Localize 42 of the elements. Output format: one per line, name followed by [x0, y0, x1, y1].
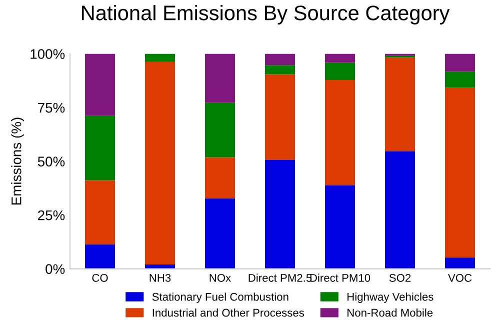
bar — [85, 244, 115, 269]
bar — [385, 57, 415, 152]
x-tick-label: VOC — [448, 274, 472, 282]
bar — [205, 198, 235, 269]
x-tick-label: CO — [92, 274, 108, 282]
bar — [205, 102, 235, 158]
bar — [385, 151, 415, 269]
x-tick-label: NH3 — [150, 274, 171, 282]
bar — [445, 71, 475, 88]
bar — [445, 54, 475, 72]
y-tick-label: 75% — [38, 102, 65, 113]
legend-label: Stationary Fuel Combustion — [152, 292, 288, 303]
bar — [85, 116, 115, 180]
bar — [145, 54, 175, 62]
y-tick-label: 0% — [46, 264, 65, 274]
bar — [445, 88, 475, 258]
chart-title: National Emissions By Source Category — [82, 5, 450, 24]
bar — [445, 257, 475, 269]
legend-label: Non-Road Mobile — [348, 308, 433, 317]
legend-label: Highway Vehicles — [348, 292, 434, 303]
bar — [265, 65, 295, 74]
x-tick-label: Direct PM10 — [310, 274, 370, 282]
x-tick-label: SO2 — [389, 274, 411, 282]
y-axis-title: Emissions (%) — [11, 118, 24, 205]
x-tick-label: Direct PM2.5 — [248, 274, 312, 282]
legend-label: Industrial and Other Processes — [152, 308, 304, 317]
y-tick-label: 100% — [30, 49, 65, 59]
x-tick-label: NOx — [210, 274, 231, 282]
bar — [325, 62, 355, 80]
bar — [265, 54, 295, 66]
bar — [265, 74, 295, 160]
bar — [145, 62, 175, 264]
bar — [325, 54, 355, 63]
bar — [205, 54, 235, 103]
bar — [325, 185, 355, 269]
y-tick-label: 50% — [38, 156, 65, 166]
bar — [85, 54, 115, 116]
bar — [325, 80, 355, 186]
bar — [205, 157, 235, 198]
bar — [85, 180, 115, 244]
y-tick-label: 25% — [38, 210, 65, 220]
bar — [265, 160, 295, 269]
